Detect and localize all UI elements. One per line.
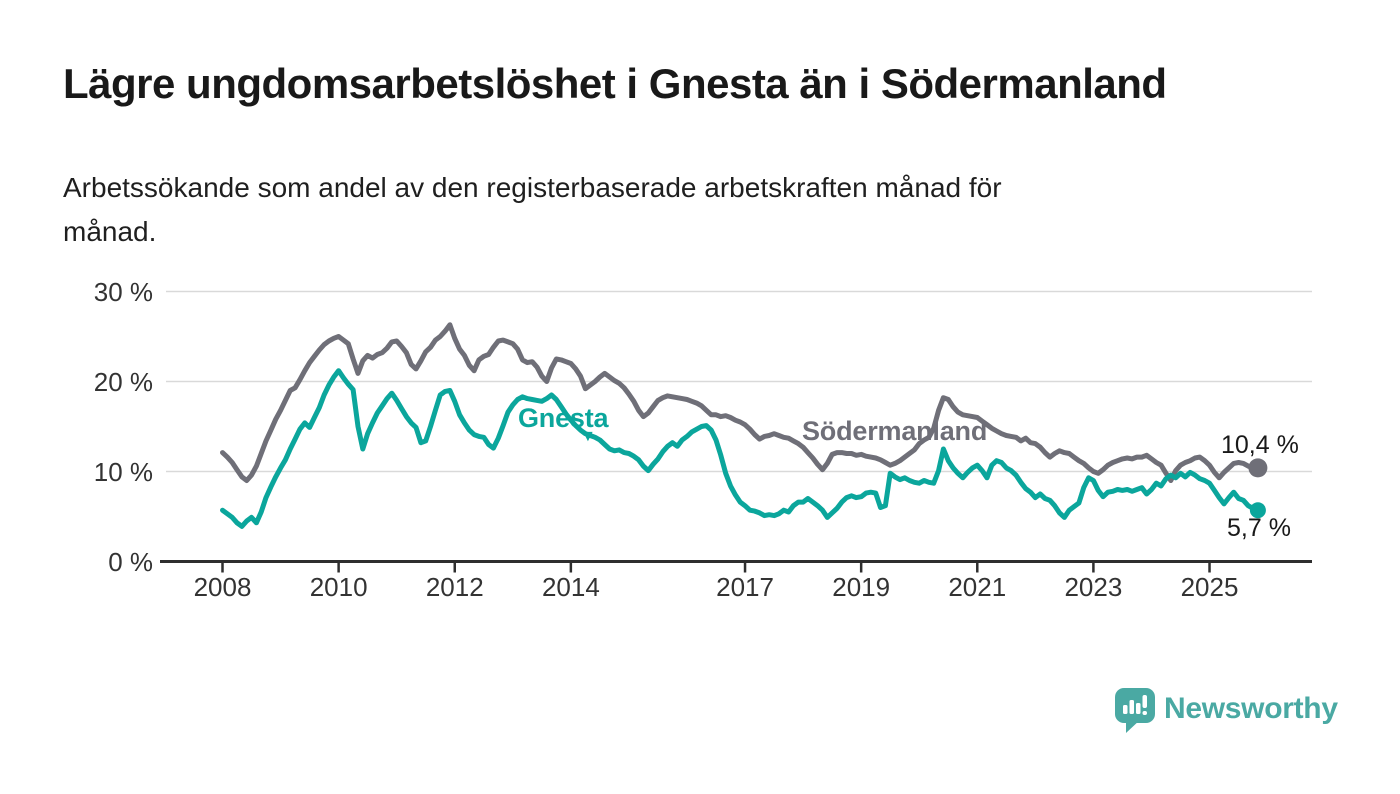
- x-axis-label-2017: 2017: [716, 572, 774, 602]
- end-value-gnesta: 5,7 %: [1227, 514, 1291, 542]
- page-title: Lägre ungdomsarbetslöshet i Gnesta än i …: [63, 60, 1167, 107]
- x-axis-label-2021: 2021: [948, 572, 1007, 602]
- y-axis-label-10: 10 %: [93, 456, 153, 487]
- newsworthy-logo: [1113, 686, 1159, 736]
- series-end-dot-gnesta: [1249, 502, 1266, 519]
- end-value-sodermanland: 10,4 %: [1221, 431, 1299, 459]
- series-label-gnesta: Gnesta: [518, 403, 609, 433]
- series-line-sodermanland: [220, 322, 1261, 483]
- chart-subtitle: Arbetssökande som andel av den registerb…: [63, 166, 1343, 254]
- series-end-dot-sodermanland: [1248, 458, 1268, 478]
- x-axis-label-2025: 2025: [1180, 572, 1239, 602]
- series-line-gnesta: [220, 368, 1261, 529]
- y-axis-label-20: 20 %: [93, 366, 153, 397]
- newsworthy-logo-icon: [1115, 688, 1155, 733]
- chart-subtitle-line1: Arbetssökande som andel av den registerb…: [63, 172, 1002, 203]
- x-axis-label-2008: 2008: [193, 572, 252, 602]
- y-axis-label-30: 30 %: [93, 276, 153, 307]
- x-axis-label-2010: 2010: [309, 572, 368, 602]
- series-label-sodermanland: Södermanland: [802, 416, 988, 446]
- x-axis-label-2012: 2012: [425, 572, 484, 602]
- chart-subtitle-line2: månad.: [63, 216, 157, 247]
- x-axis-label-2023: 2023: [1064, 572, 1123, 602]
- newsworthy-brand-name: Newsworthy: [1164, 692, 1338, 725]
- x-axis-label-2014: 2014: [541, 572, 600, 602]
- y-axis-label-0: 0 %: [108, 546, 153, 577]
- gnesta-annotation-arrow-icon: ▼: [580, 428, 596, 445]
- x-axis-label-2019: 2019: [832, 572, 891, 602]
